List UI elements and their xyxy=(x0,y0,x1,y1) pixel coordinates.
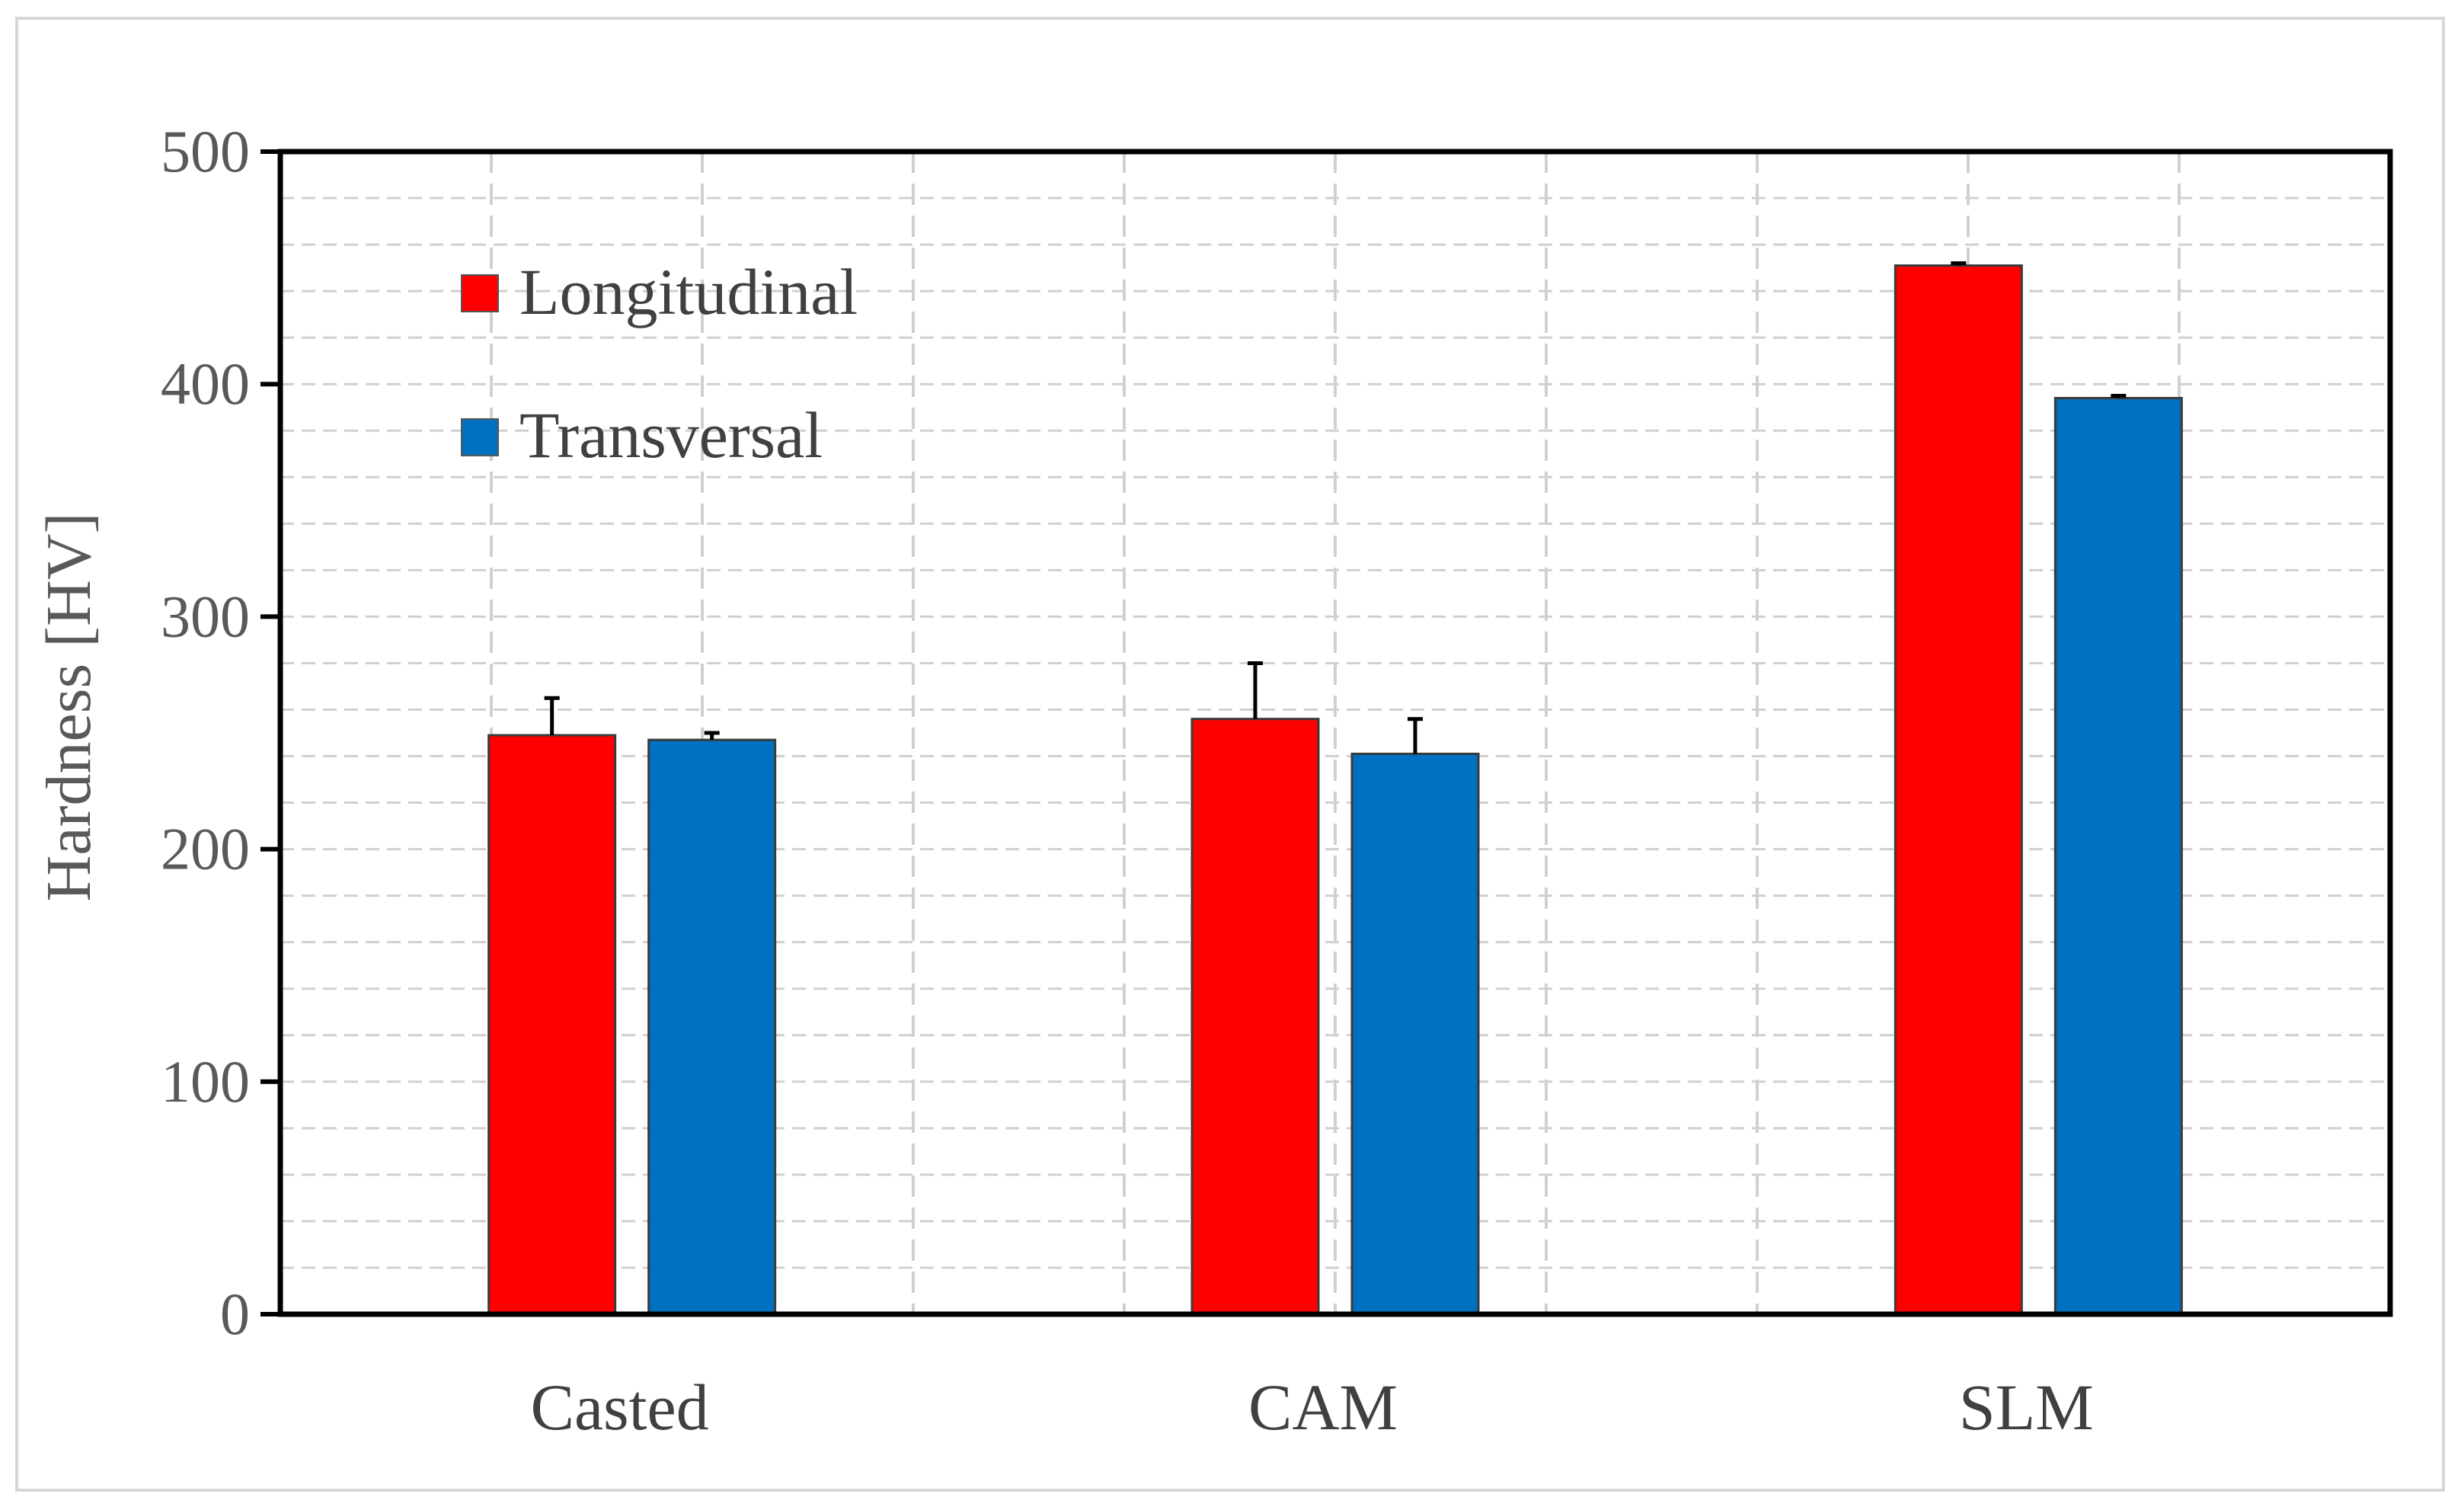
legend-swatch-transversal xyxy=(461,418,499,456)
x-tick-label-slm: SLM xyxy=(1959,1371,2094,1444)
x-tick-label-cam: CAM xyxy=(1248,1371,1398,1444)
bar-longitudinal-casted xyxy=(487,734,617,1316)
tick-labels: 0 100 200 300 400 500 Casted CAM SLM xyxy=(161,118,2094,1444)
bar-transversal-cam xyxy=(1350,752,1480,1316)
legend-label-longitudinal: Longitudinal xyxy=(519,255,858,328)
grid xyxy=(280,152,2390,1314)
plot-border xyxy=(277,149,2393,1317)
y-tick-label: 100 xyxy=(161,1048,250,1115)
y-tick-label: 500 xyxy=(161,118,250,184)
legend-swatch-longitudinal xyxy=(461,274,499,312)
bar-transversal-casted xyxy=(647,738,777,1316)
axes xyxy=(260,149,2393,1317)
legend-label-transversal: Transversal xyxy=(519,398,823,472)
y-tick-label: 200 xyxy=(161,816,250,882)
bar-longitudinal-cam xyxy=(1190,718,1320,1316)
y-tick-label: 0 xyxy=(220,1281,250,1347)
bars xyxy=(487,261,2183,1316)
legend: Longitudinal Transversal xyxy=(461,255,858,472)
y-axis-title: Hardness [HV] xyxy=(34,513,104,902)
x-tick-label-casted: Casted xyxy=(531,1371,709,1444)
y-tick-label: 300 xyxy=(161,583,250,649)
bar-longitudinal-slm xyxy=(1894,264,2023,1316)
y-tick-label: 400 xyxy=(161,350,250,417)
bar-transversal-slm xyxy=(2053,397,2183,1316)
